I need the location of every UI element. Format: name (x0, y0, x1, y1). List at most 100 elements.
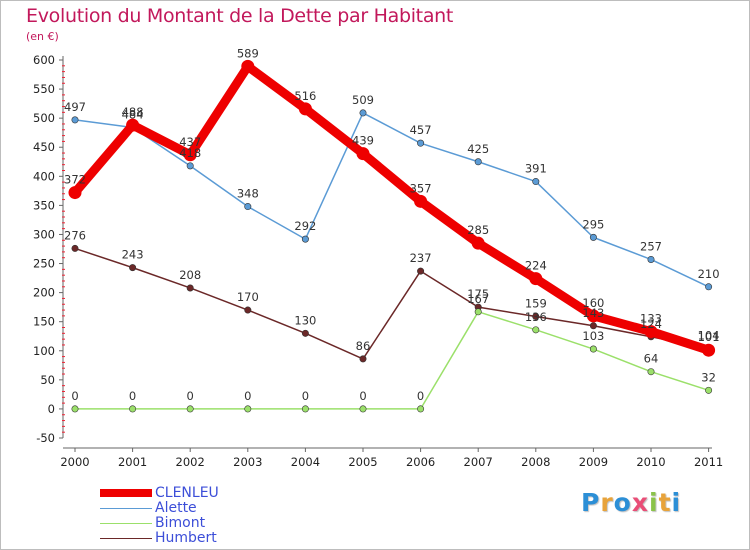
data-label-clenleu-2004: 516 (294, 89, 316, 103)
point-clenleu-2000 (68, 186, 82, 200)
point-alette-2010 (647, 255, 655, 263)
x-tick-label-2001: 2001 (118, 455, 147, 469)
data-label-bimont-2002: 0 (187, 389, 194, 403)
legend-item-humbert: Humbert (100, 531, 300, 546)
point-alette-2005 (359, 109, 367, 117)
legend: CLENLEU Alette Bimont Humbert (100, 486, 300, 546)
data-label-clenleu-2009: 160 (582, 296, 604, 310)
chart-subtitle: (en €) (26, 30, 59, 43)
data-label-alette-2000: 497 (64, 100, 86, 114)
legend-item-bimont: Bimont (100, 516, 300, 531)
x-tick-label-2002: 2002 (176, 455, 205, 469)
data-label-alette-2002: 418 (179, 146, 201, 160)
x-tick-label-2010: 2010 (636, 455, 665, 469)
data-label-humbert-2004: 130 (294, 313, 316, 327)
y-tick-label-350: 350 (33, 198, 55, 212)
legend-label-bimont: Bimont (155, 515, 206, 531)
x-tick-label-2009: 2009 (579, 455, 608, 469)
point-clenleu-2010 (644, 325, 658, 339)
data-label-humbert-2010: 124 (640, 317, 662, 331)
series-line-humbert (74, 247, 710, 360)
y-tick-label-150: 150 (33, 315, 55, 329)
point-clenleu-2005 (356, 147, 370, 161)
data-label-alette-2009: 295 (582, 217, 604, 231)
data-label-bimont-2004: 0 (302, 389, 309, 403)
data-label-clenleu-2000: 372 (64, 173, 86, 187)
y-tick-label-600: 600 (33, 53, 55, 67)
point-bimont-2005 (359, 405, 367, 413)
data-label-alette-2001: 484 (122, 107, 144, 121)
data-label-alette-2008: 391 (525, 162, 547, 176)
point-bimont-2001 (129, 405, 137, 413)
data-label-humbert-2005: 86 (356, 339, 371, 353)
point-bimont-2008 (532, 326, 540, 334)
data-label-clenleu-2010: 133 (640, 312, 662, 326)
data-label-clenleu-2003: 589 (237, 46, 259, 60)
data-label-humbert-2002: 208 (179, 268, 201, 282)
point-bimont-2004 (301, 405, 309, 413)
legend-item-alette: Alette (100, 501, 300, 516)
data-label-clenleu-2007: 285 (467, 223, 489, 237)
data-label-humbert-2006: 237 (410, 251, 432, 265)
proxiti-logo: Proxiti (581, 488, 682, 517)
data-label-clenleu-2011: 101 (698, 330, 720, 344)
point-humbert-2006 (417, 267, 425, 275)
chart-title: Evolution du Montant de la Dette par Hab… (26, 5, 454, 27)
legend-swatch-bimont (100, 523, 152, 524)
x-tick-label-2005: 2005 (348, 455, 377, 469)
data-label-alette-2003: 348 (237, 187, 259, 201)
x-tick-label-2000: 2000 (60, 455, 89, 469)
y-tick-label--50: -50 (36, 431, 55, 445)
legend-label-clenleu: CLENLEU (155, 485, 219, 501)
point-clenleu-2003 (241, 59, 255, 73)
point-humbert-2002 (186, 284, 194, 292)
data-label-alette-2010: 257 (640, 239, 662, 253)
data-label-bimont-2006: 0 (417, 389, 424, 403)
data-label-bimont-2000: 0 (71, 389, 78, 403)
point-bimont-2010 (647, 368, 655, 376)
point-bimont-2011 (705, 386, 713, 394)
data-label-clenleu-2008: 224 (525, 259, 547, 273)
point-clenleu-2011 (702, 343, 716, 357)
point-humbert-2005 (359, 355, 367, 363)
point-bimont-2003 (244, 405, 252, 413)
y-tick-label-400: 400 (33, 169, 55, 183)
data-label-clenleu-2002: 437 (179, 135, 201, 149)
y-tick-label-550: 550 (33, 82, 55, 96)
point-alette-2006 (417, 139, 425, 147)
data-label-humbert-2000: 276 (64, 228, 86, 242)
data-label-clenleu-2006: 357 (410, 181, 432, 195)
point-bimont-2006 (417, 405, 425, 413)
point-clenleu-2009 (586, 309, 600, 323)
data-label-humbert-2003: 170 (237, 290, 259, 304)
point-alette-2002 (186, 162, 194, 170)
point-clenleu-2001 (126, 118, 140, 132)
point-bimont-2002 (186, 405, 194, 413)
point-alette-2003 (244, 203, 252, 211)
x-tick-label-2008: 2008 (521, 455, 550, 469)
y-tick-label-450: 450 (33, 140, 55, 154)
data-label-bimont-2005: 0 (359, 389, 366, 403)
data-label-bimont-2010: 64 (644, 352, 659, 366)
data-label-bimont-2003: 0 (244, 389, 251, 403)
point-bimont-2009 (589, 345, 597, 353)
legend-swatch-clenleu (100, 489, 152, 497)
x-tick-label-2003: 2003 (233, 455, 262, 469)
point-humbert-2009 (589, 322, 597, 330)
data-label-humbert-2011: 104 (698, 328, 720, 342)
x-tick-label-2004: 2004 (291, 455, 320, 469)
data-label-bimont-2008: 136 (525, 310, 547, 324)
y-tick-label-200: 200 (33, 286, 55, 300)
point-humbert-2001 (129, 264, 137, 272)
legend-swatch-alette (100, 508, 152, 509)
data-label-bimont-2011: 32 (701, 370, 716, 384)
y-tick-label-50: 50 (40, 373, 55, 387)
point-alette-2004 (301, 235, 309, 243)
y-tick-label-300: 300 (33, 227, 55, 241)
series-line-alette (74, 112, 710, 288)
point-clenleu-2004 (298, 102, 312, 116)
point-humbert-2004 (301, 329, 309, 337)
data-label-alette-2005: 509 (352, 93, 374, 107)
data-label-humbert-2001: 243 (122, 248, 144, 262)
